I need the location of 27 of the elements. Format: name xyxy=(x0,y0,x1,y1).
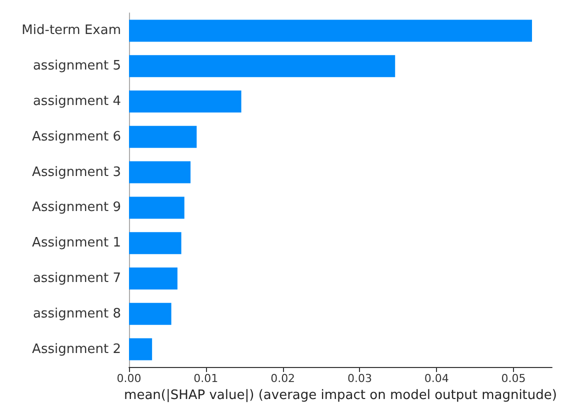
x-tick-label: 0.02 xyxy=(270,372,296,385)
x-tick-label: 0.04 xyxy=(424,372,449,385)
bar xyxy=(129,126,197,148)
x-tick-label: 0.00 xyxy=(116,372,142,385)
bar xyxy=(129,20,532,42)
y-tick-label: assignment 7 xyxy=(32,271,121,286)
y-tick-label: Assignment 1 xyxy=(32,236,121,251)
bar xyxy=(129,302,172,325)
x-tick-label: 0.05 xyxy=(501,372,526,385)
bar xyxy=(129,55,396,78)
y-tick-label: assignment 5 xyxy=(32,58,121,74)
bar xyxy=(129,90,242,112)
y-tick-label: Assignment 6 xyxy=(32,129,121,144)
bar xyxy=(129,338,152,360)
y-tick-label: assignment 8 xyxy=(32,306,121,322)
bar xyxy=(129,268,178,290)
y-tick-label: assignment 4 xyxy=(32,94,121,109)
x-axis-title: mean(|SHAP value|) (average impact on model output magnitude) xyxy=(124,388,557,403)
bar xyxy=(129,161,191,184)
y-tick-label: Mid-term Exam xyxy=(22,23,121,38)
y-tick-label: Assignment 3 xyxy=(32,164,121,180)
bar xyxy=(129,232,182,254)
x-tick-label: 0.03 xyxy=(347,372,372,385)
x-tick-label: 0.01 xyxy=(194,372,218,385)
bar xyxy=(129,196,184,219)
y-tick-label: Assignment 9 xyxy=(32,200,121,216)
y-tick-label: Assignment 2 xyxy=(32,342,121,357)
